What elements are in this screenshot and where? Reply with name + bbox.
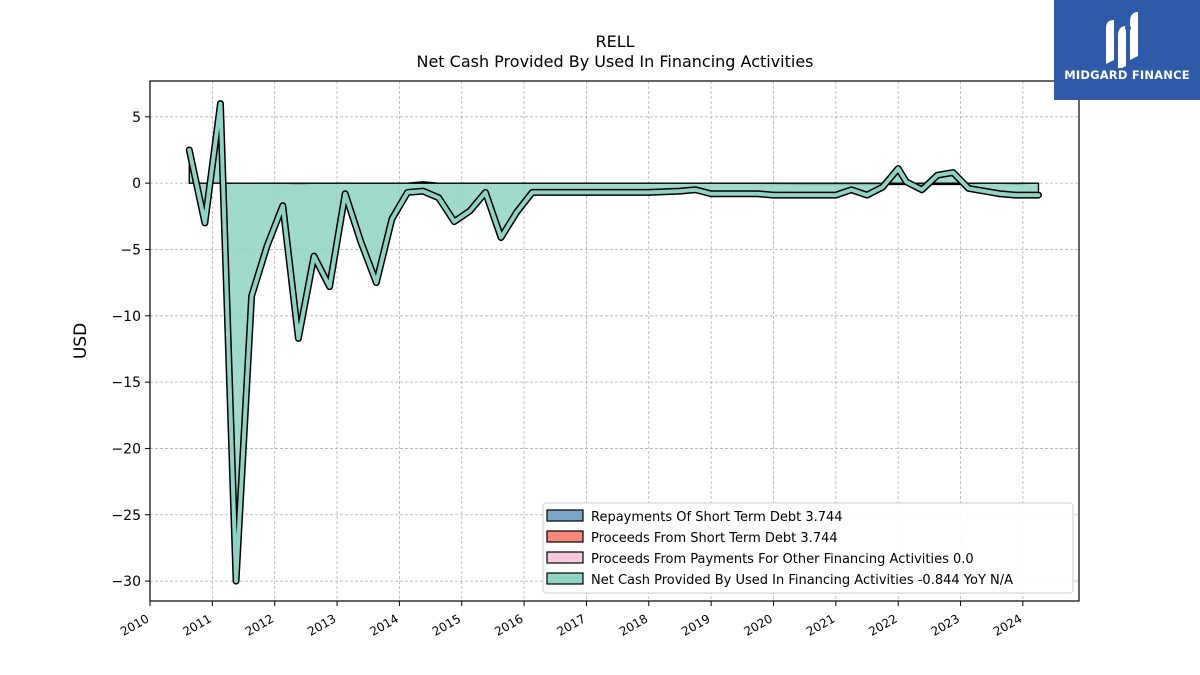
brand-logo: MIDGARD FINANCE — [1054, 0, 1200, 100]
y-tick-label: −5 — [120, 242, 141, 258]
x-tick-label: 2012 — [243, 611, 276, 638]
x-tick-label: 2015 — [430, 611, 463, 638]
x-tick-label: 2023 — [929, 611, 962, 638]
y-tick-label: −10 — [111, 309, 141, 325]
plot-frame — [149, 80, 1080, 602]
y-axis-label: USD — [71, 323, 91, 359]
x-tick-label: 2010 — [118, 611, 151, 638]
x-tick-label: 2011 — [180, 611, 213, 638]
x-tick-label: 2022 — [866, 611, 899, 638]
x-tick-label: 2017 — [554, 611, 587, 638]
y-tick-label: 5 — [132, 110, 141, 126]
y-tick-label: −25 — [111, 508, 141, 524]
x-tick-label: 2019 — [679, 611, 712, 638]
x-tick-label: 2020 — [742, 611, 775, 638]
brand-name: MIDGARD FINANCE — [1064, 68, 1190, 82]
legend-swatch — [546, 530, 584, 543]
legend-label: Proceeds From Payments For Other Financi… — [591, 552, 974, 567]
y-tick-label: −30 — [111, 574, 141, 590]
x-tick-label: 2014 — [367, 611, 400, 638]
x-tick-label: 2021 — [804, 611, 837, 638]
x-tick-label: 2024 — [991, 611, 1024, 638]
chart-subtitle: Net Cash Provided By Used In Financing A… — [416, 52, 813, 71]
x-tick-label: 2018 — [617, 611, 650, 638]
legend-label: Repayments Of Short Term Debt 3.744 — [591, 510, 843, 525]
chart-title: RELL — [595, 32, 634, 51]
x-tick-label: 2016 — [492, 611, 525, 638]
legend-swatch — [546, 509, 584, 522]
legend-swatch — [546, 572, 584, 585]
grid — [149, 81, 1079, 601]
legend-swatch — [546, 551, 584, 564]
legend-box — [542, 502, 1074, 594]
series-layer — [185, 100, 1042, 585]
legend-label: Net Cash Provided By Used In Financing A… — [591, 573, 1013, 588]
legend-label: Proceeds From Short Term Debt 3.744 — [591, 531, 838, 546]
x-tick-label: 2013 — [305, 611, 338, 638]
y-tick-label: 0 — [132, 176, 141, 192]
series-line — [187, 101, 1041, 584]
brand-mark-icon — [1106, 12, 1138, 68]
legend: Repayments Of Short Term Debt 3.744 Proce… — [542, 502, 1074, 594]
y-tick-label: −15 — [111, 375, 141, 391]
y-tick-label: −20 — [111, 441, 141, 457]
